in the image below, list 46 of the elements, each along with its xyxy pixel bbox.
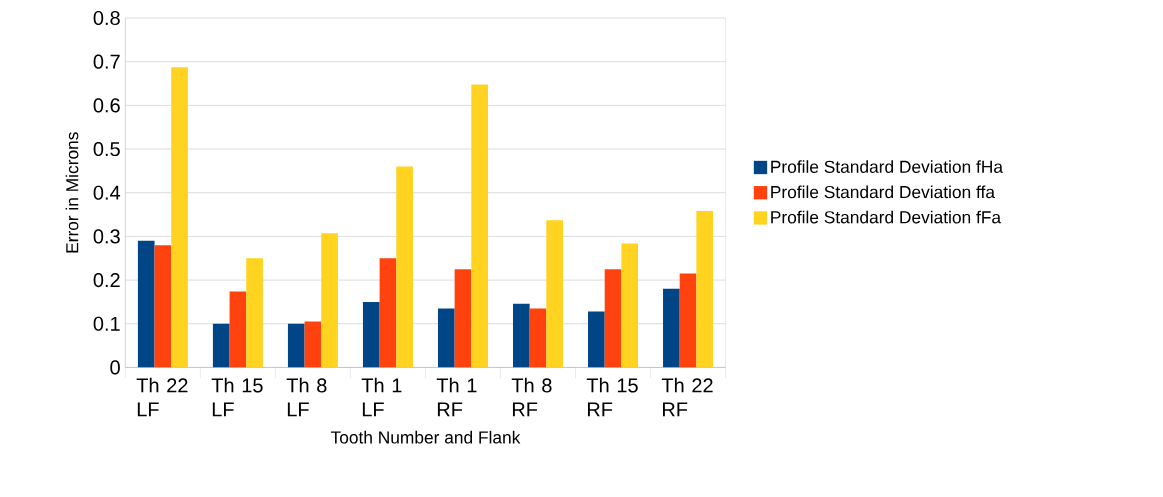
bar — [321, 233, 338, 368]
bar — [287, 323, 305, 368]
legend-label: Profile Standard Deviation ffa — [771, 185, 996, 198]
bar — [621, 243, 639, 368]
bar — [246, 258, 263, 368]
x-axis-title: Tooth Number and Flank — [330, 430, 521, 444]
bar — [546, 220, 563, 368]
x-tick-label: Th 8 RF — [511, 377, 552, 417]
y-tick-label: 0.4 — [93, 185, 121, 200]
bar — [396, 166, 413, 368]
x-tick-label: Th 15 RF — [586, 377, 638, 417]
y-tick-label: 0.2 — [93, 272, 120, 287]
y-tick-label: 0 — [110, 360, 120, 375]
bar — [379, 258, 397, 368]
bar — [663, 288, 680, 368]
y-tick-label: 0.1 — [93, 316, 120, 331]
bar — [212, 323, 230, 368]
y-axis-title: Error in Microns — [65, 131, 79, 253]
bar — [171, 67, 188, 368]
bar — [437, 308, 455, 368]
y-tick-label: 0.6 — [93, 98, 120, 113]
legend-label: Profile Standard Deviation fFa — [771, 210, 1002, 224]
bar — [604, 268, 622, 368]
x-tick-label: Th 22 RF — [661, 377, 713, 417]
bar — [229, 291, 247, 368]
bar — [512, 303, 530, 368]
legend-label: Profile Standard Deviation fHa — [771, 159, 1003, 173]
bar — [154, 244, 172, 368]
x-tick-label: Th 8 LF — [286, 377, 327, 417]
bar — [679, 273, 697, 368]
x-tick-label: Th 22 LF — [136, 377, 188, 417]
x-tick-label: Th 1 RF — [436, 377, 477, 417]
y-tick-label: 0.7 — [93, 54, 120, 69]
y-tick-label: 0.8 — [93, 10, 120, 25]
bar — [588, 311, 605, 368]
y-tick-label: 0.3 — [93, 229, 120, 244]
bar — [137, 240, 155, 368]
bar — [362, 301, 380, 368]
bar — [471, 84, 488, 368]
bar — [454, 268, 472, 368]
bar — [696, 210, 714, 368]
x-tick-label: Th 1 LF — [361, 377, 402, 417]
x-tick-label: Th 15 LF — [211, 377, 263, 417]
y-tick-label: 0.5 — [93, 141, 120, 156]
bar — [529, 308, 547, 368]
bar — [304, 321, 322, 368]
